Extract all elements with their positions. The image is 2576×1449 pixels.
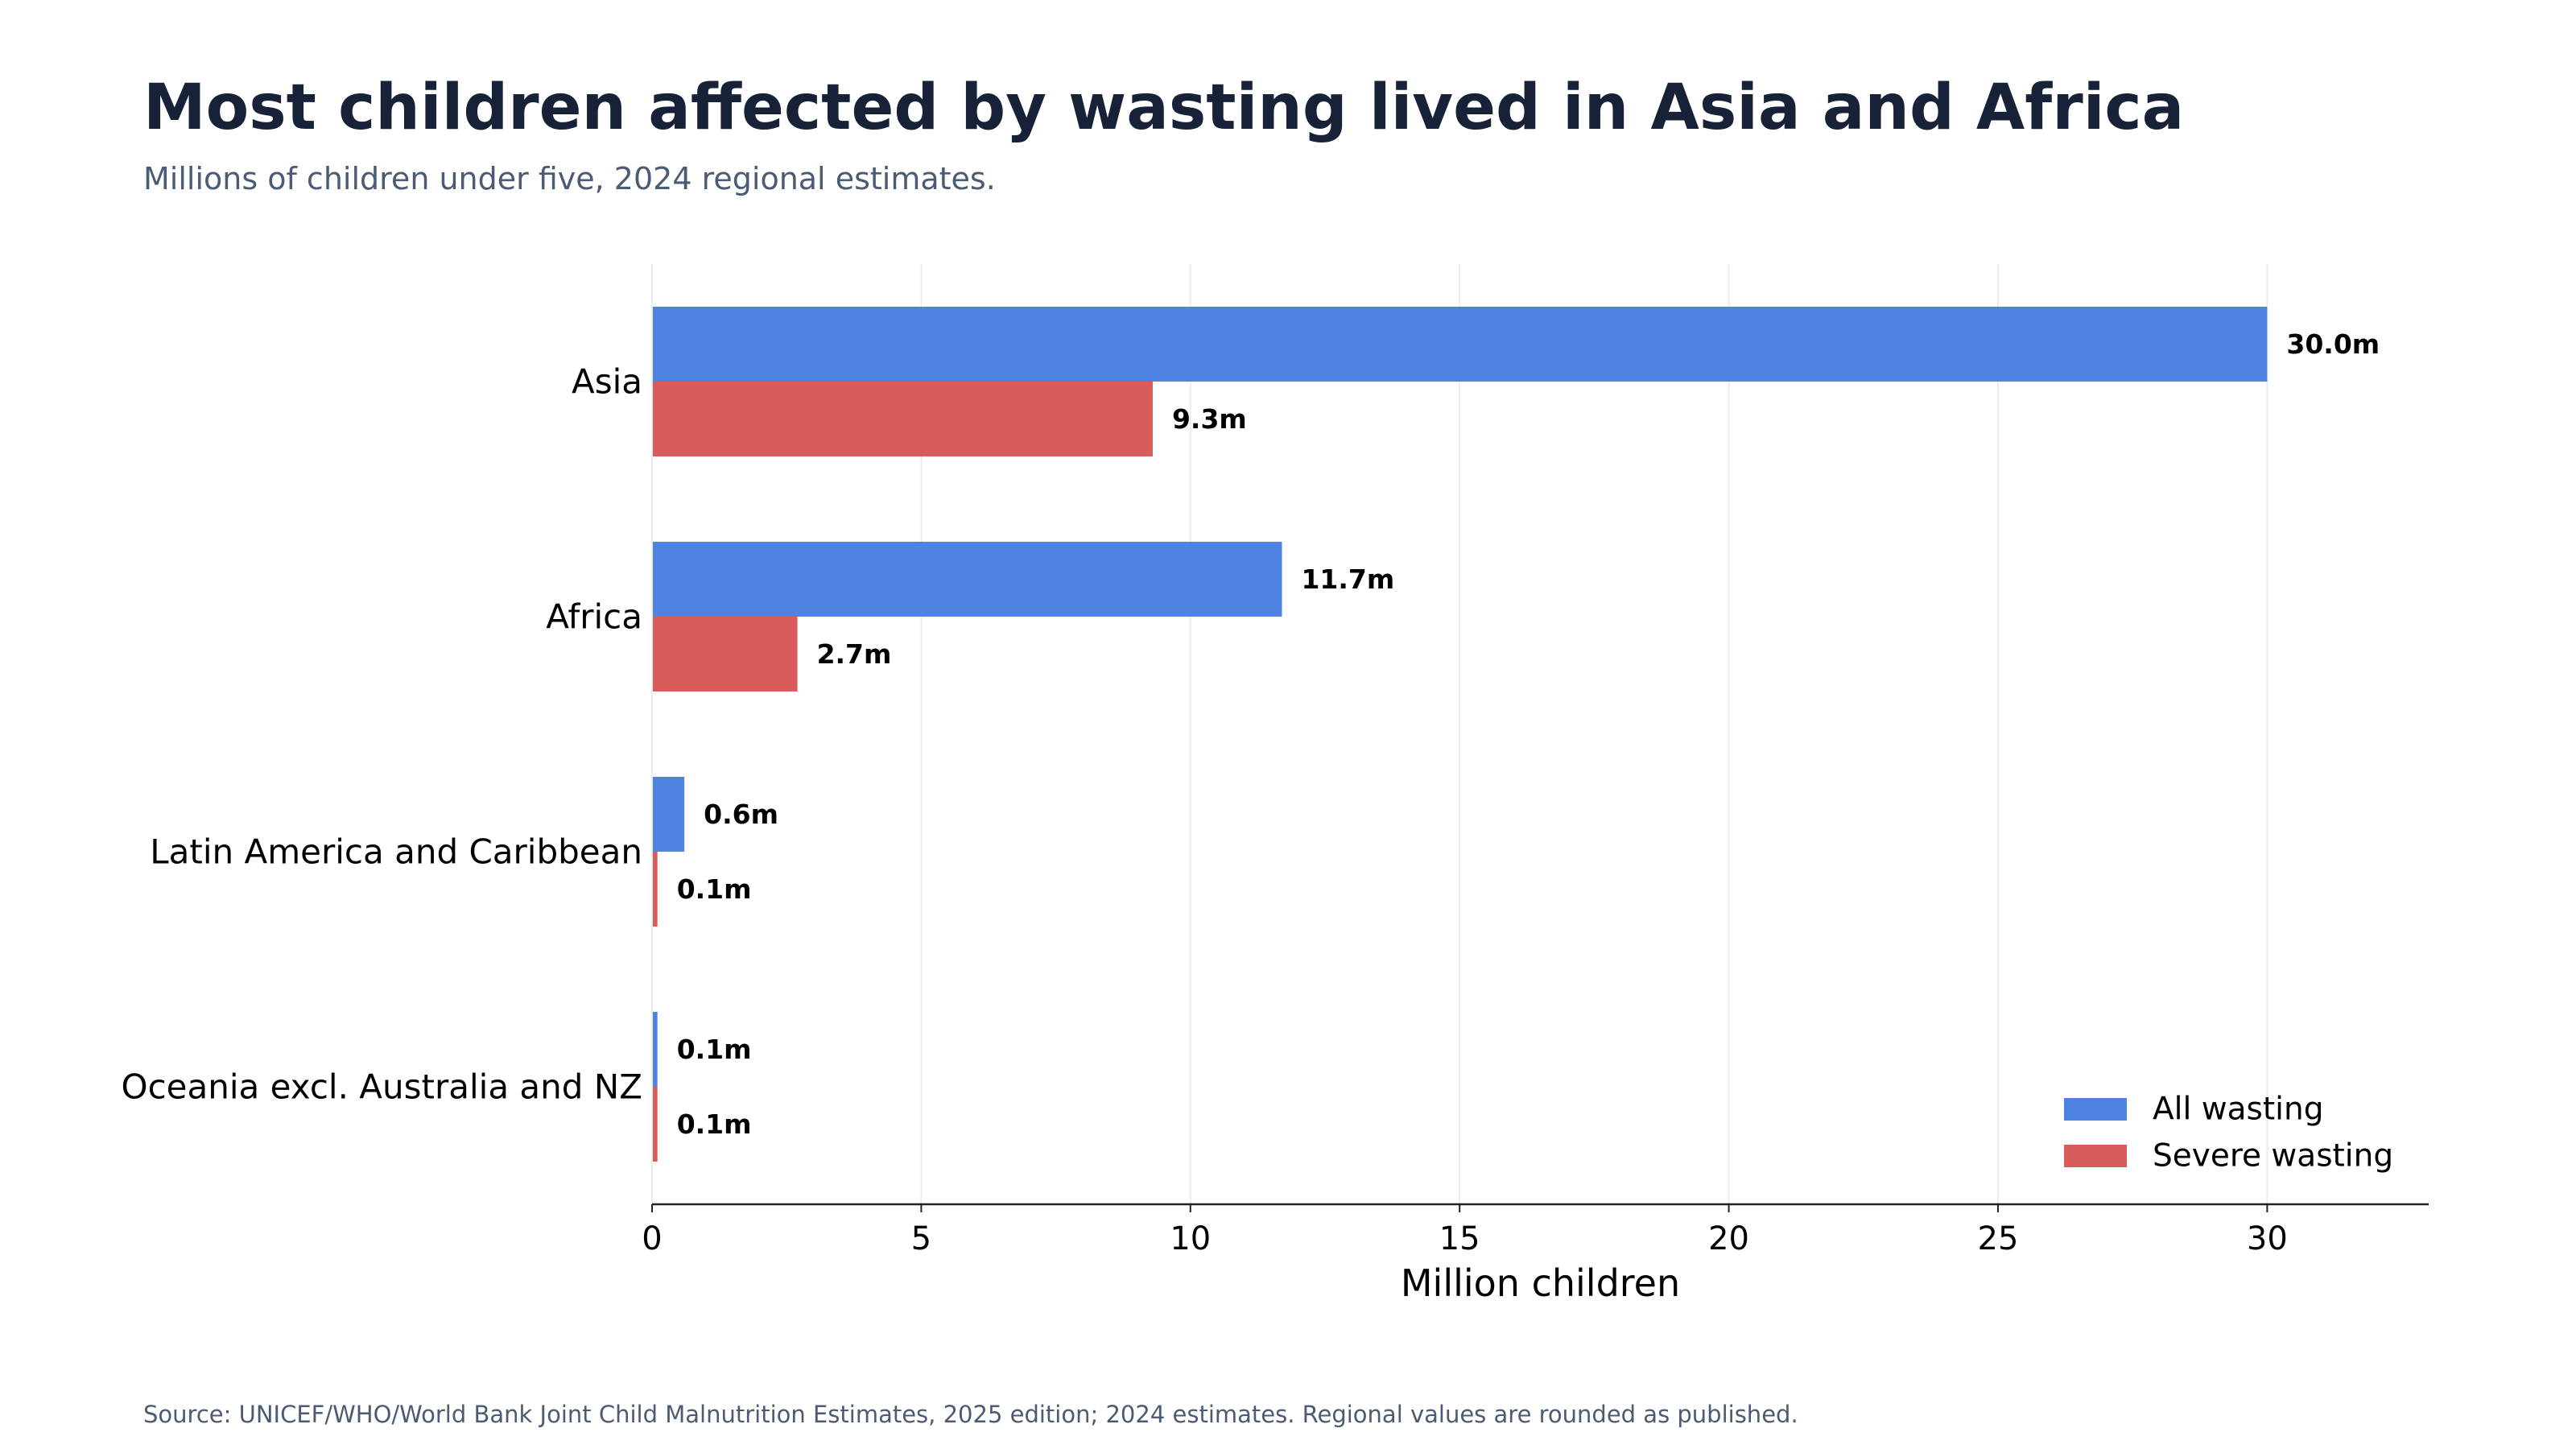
category-label: Asia [572, 362, 642, 402]
x-tick-label: 5 [911, 1220, 931, 1257]
category-label: Africa [546, 597, 642, 637]
legend[interactable]: All wasting Severe wasting [2064, 1092, 2393, 1174]
data-label: 0.1m [677, 1108, 752, 1140]
data-label: 11.7m [1301, 564, 1394, 595]
legend-swatch [2064, 1098, 2127, 1121]
x-tick-label: 30 [2247, 1220, 2288, 1257]
x-tick-label: 25 [1978, 1220, 2019, 1257]
x-tick-label: 0 [642, 1220, 662, 1257]
x-tick-label: 20 [1708, 1220, 1749, 1257]
source-note: Source: UNICEF/WHO/World Bank Joint Chil… [143, 1401, 1798, 1428]
bar-severe-wasting[interactable] [652, 1087, 658, 1162]
y-axis-category-labels: Asia Africa Latin America and Caribbean Oce… [122, 362, 642, 1107]
x-axis: 0 5 10 15 20 25 30 Million children [642, 264, 2429, 1305]
data-label: 9.3m [1172, 403, 1247, 435]
bar-severe-wasting[interactable] [652, 382, 1153, 456]
category-label: Latin America and Caribbean [150, 832, 642, 872]
bar-all-wasting[interactable] [652, 1012, 658, 1087]
legend-label[interactable]: Severe wasting [2153, 1138, 2393, 1174]
legend-label[interactable]: All wasting [2153, 1092, 2323, 1128]
bar-all-wasting[interactable] [652, 542, 1282, 617]
chart-subtitle: Millions of children under five, 2024 re… [143, 161, 996, 196]
x-tick-label: 10 [1170, 1220, 1211, 1257]
bar-all-wasting[interactable] [652, 307, 2268, 382]
x-tick-label: 15 [1439, 1220, 1480, 1257]
data-label: 2.7m [817, 638, 892, 670]
legend-swatch [2064, 1145, 2127, 1167]
data-label: 0.1m [677, 873, 752, 905]
bar-all-wasting[interactable] [652, 777, 685, 852]
bar-severe-wasting[interactable] [652, 852, 658, 927]
bars [652, 307, 2268, 1162]
data-label: 30.0m [2286, 328, 2380, 360]
data-label: 0.1m [677, 1034, 752, 1065]
data-labels: 30.0m 9.3m 11.7m 2.7m 0.6m 0.1m 0.1m 0.1m [677, 328, 2380, 1140]
chart-title: Most children affected by wasting lived … [143, 72, 2185, 144]
category-label: Oceania excl. Australia and NZ [122, 1067, 642, 1107]
bar-severe-wasting[interactable] [652, 617, 798, 691]
data-label: 0.6m [704, 799, 778, 830]
x-axis-title: Million children [1401, 1261, 1680, 1305]
